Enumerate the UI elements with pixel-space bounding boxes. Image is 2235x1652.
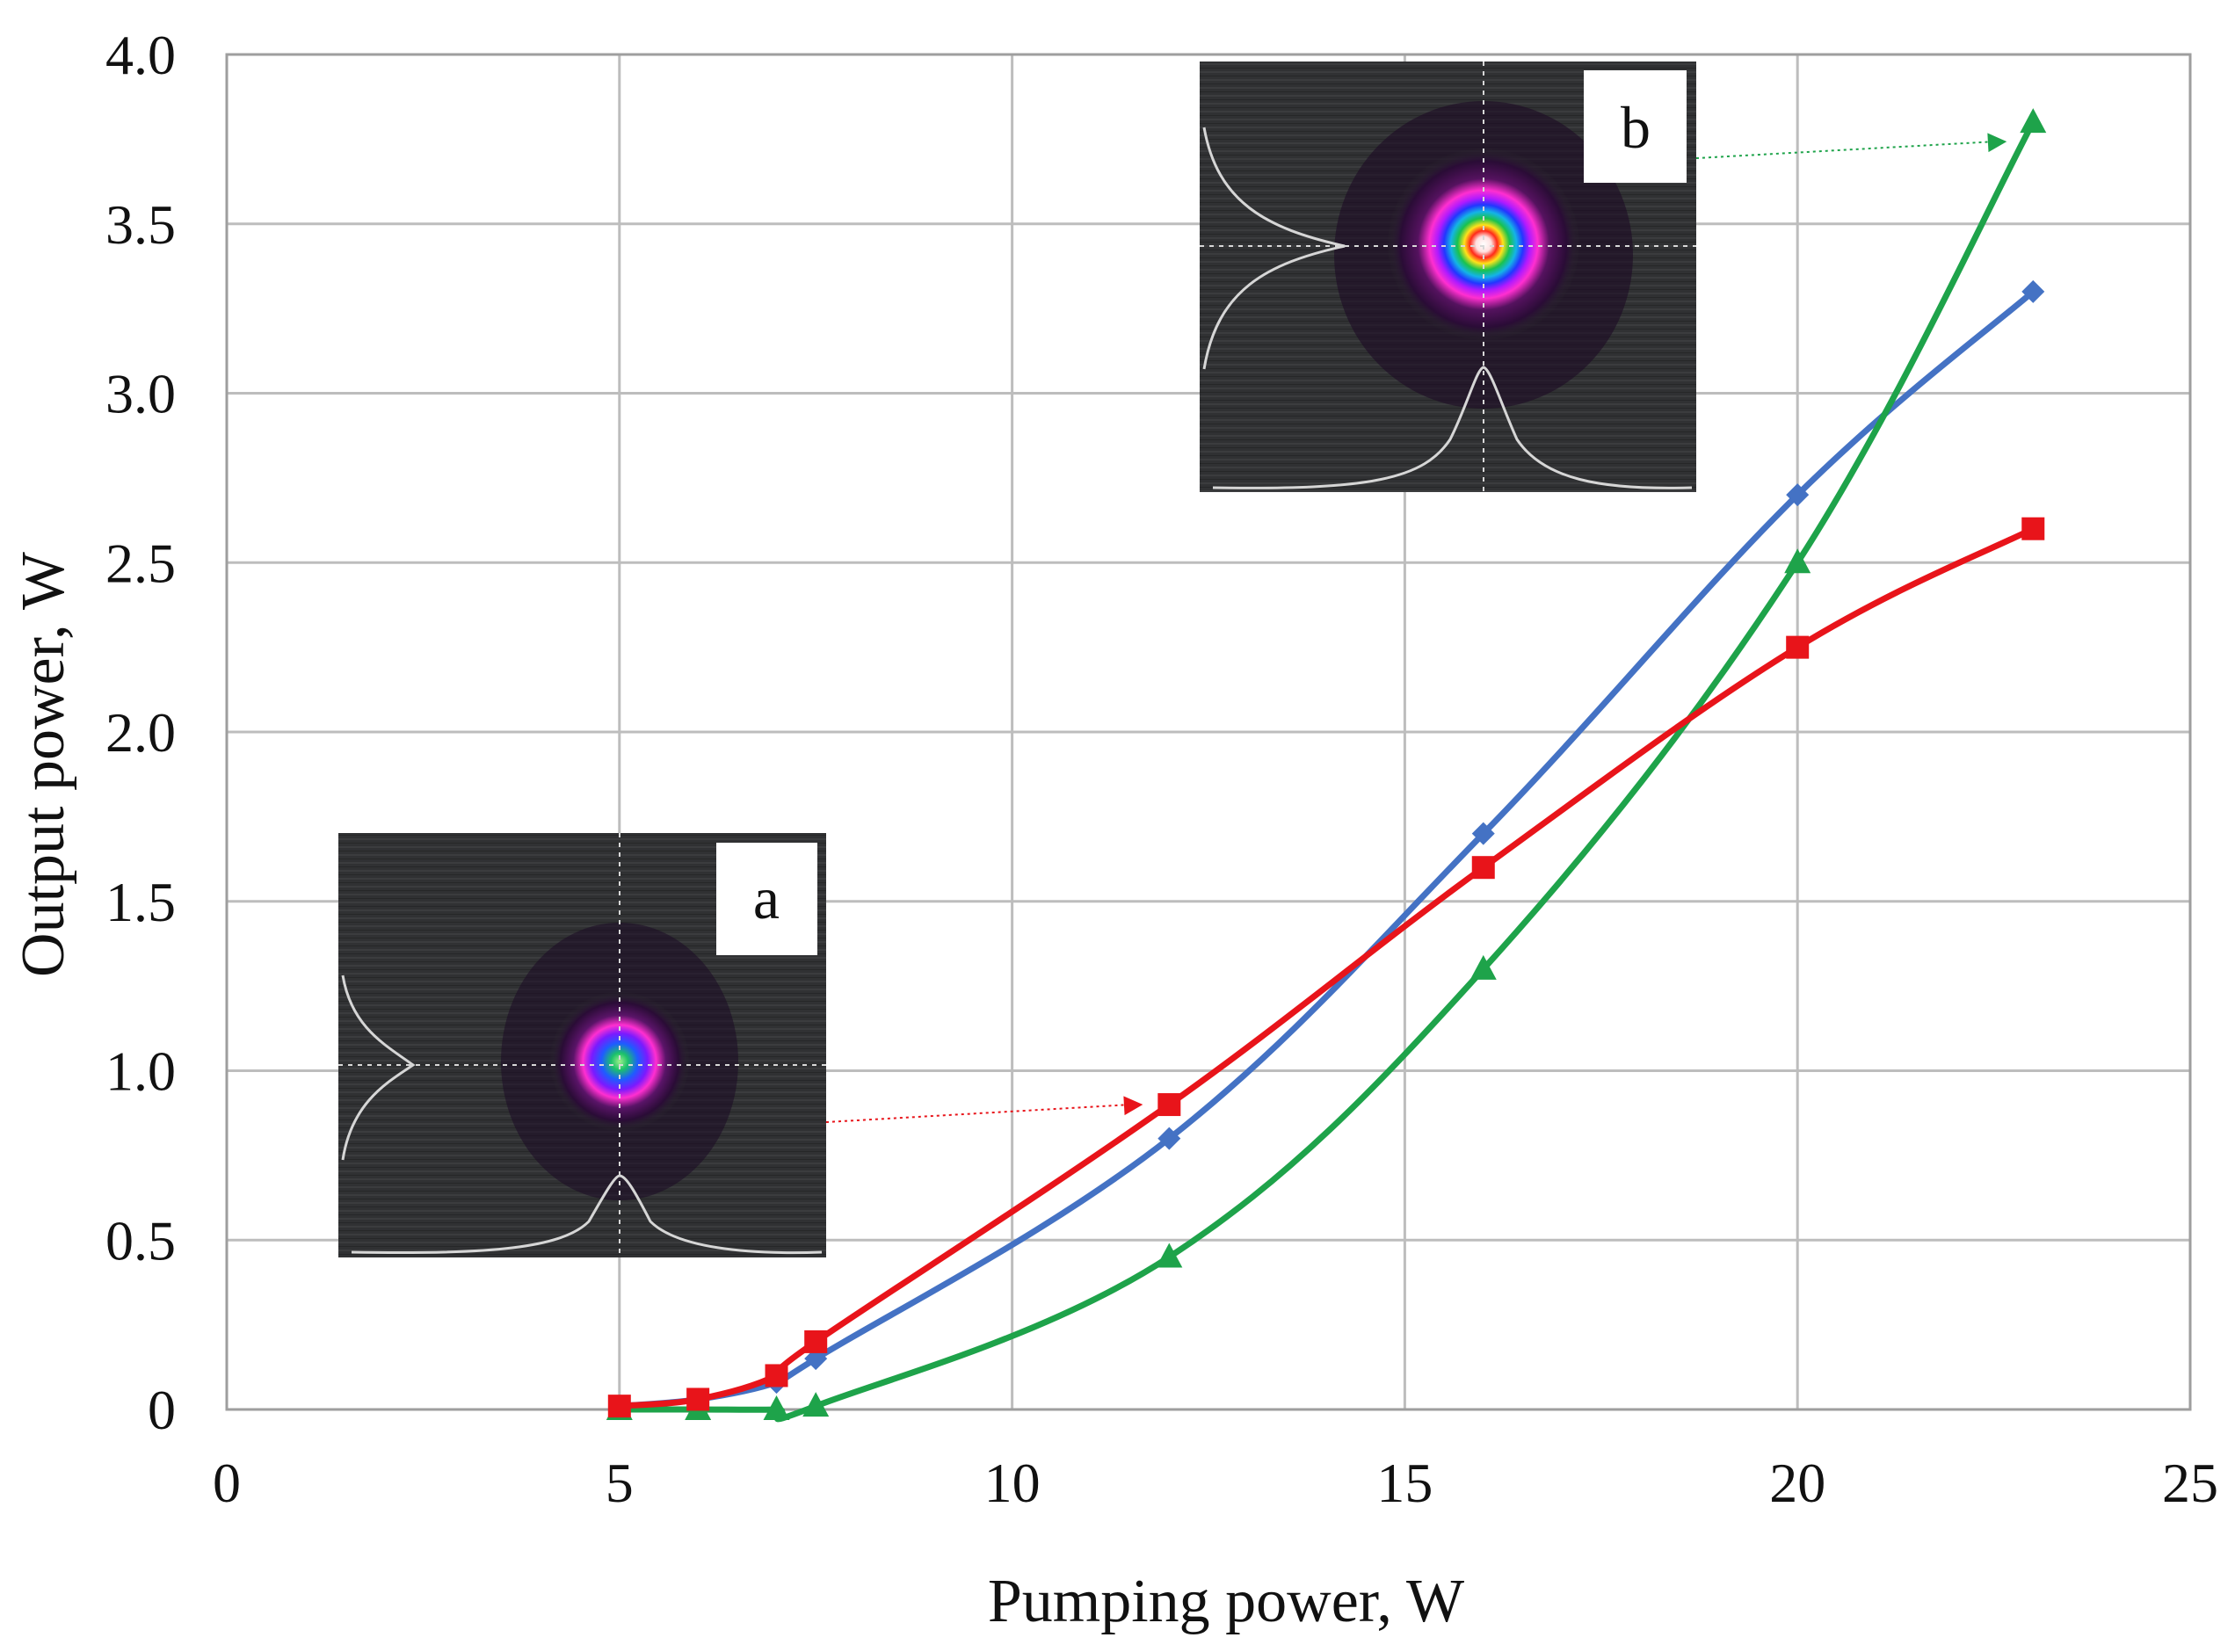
series-2-point-4 — [1156, 1243, 1183, 1268]
inset-b-horizontal-profile — [1212, 366, 1693, 489]
inset-b-vertical-profile — [1202, 127, 1346, 370]
inset-a-horizontal-profile — [351, 1174, 823, 1255]
series-0-point-7 — [2021, 279, 2045, 303]
x-tick-label: 15 — [1376, 1452, 1433, 1514]
x-tick-label: 0 — [213, 1452, 241, 1514]
plot-area-frame — [225, 53, 2192, 1411]
inset-callouts — [825, 133, 2007, 1123]
series-0-point-4 — [1157, 1127, 1181, 1150]
inset-a-tag-box — [716, 843, 817, 955]
x-axis-title: Pumping power, W — [988, 1568, 1464, 1635]
y-axis-title: Output power, W — [10, 552, 77, 977]
series-2-point-7 — [2020, 108, 2047, 134]
y-tick-label: 1.0 — [105, 1040, 176, 1103]
inset-a-beam-image: a — [338, 833, 826, 1257]
series-1 — [607, 517, 2045, 1418]
series-0-point-6 — [1786, 483, 1810, 507]
inset-a-callout-arrowhead — [1123, 1096, 1143, 1116]
series-1-point-1 — [686, 1388, 710, 1411]
series-1-point-2 — [765, 1364, 788, 1388]
inset-b-callout-line — [1695, 141, 1995, 159]
series-1-point-7 — [2021, 517, 2045, 540]
x-tick-label: 5 — [606, 1452, 634, 1514]
y-tick-label: 2.0 — [105, 701, 176, 764]
y-tick-label: 1.5 — [105, 871, 176, 933]
series-1-point-3 — [804, 1330, 828, 1353]
series-1-point-4 — [1157, 1093, 1181, 1117]
series-2-point-2 — [763, 1395, 790, 1420]
tick-labels: 0 5 10 15 20 25 0 0.5 1.0 1.5 2.0 2.5 3.0 3.5 4.0 — [105, 24, 2218, 1514]
series-0-point-5 — [1471, 822, 1495, 845]
y-tick-label: 3.0 — [105, 363, 176, 425]
x-tick-label: 20 — [1769, 1452, 1825, 1514]
inset-b-tag-box — [1584, 70, 1687, 183]
inset-a-callout-line — [825, 1104, 1131, 1123]
inset-a-beam-spot — [549, 991, 690, 1132]
y-tick-label: 2.5 — [105, 532, 176, 594]
series-1-line — [616, 525, 2036, 1409]
inset-b-beam-image: b — [1200, 62, 1696, 492]
y-tick-label: 0 — [148, 1379, 176, 1441]
inset-b-callout-arrowhead — [1987, 133, 2007, 153]
x-tick-label: 10 — [984, 1452, 1041, 1514]
inset-b-beam-spot — [1387, 148, 1580, 341]
plot-area-border — [225, 53, 2192, 1411]
y-tick-label: 0.5 — [105, 1209, 176, 1272]
x-tick-label: 25 — [2162, 1452, 2218, 1514]
series-1-point-6 — [1786, 635, 1810, 659]
y-tick-label: 3.5 — [105, 193, 176, 256]
y-tick-label: 4.0 — [105, 24, 176, 86]
series-1-point-5 — [1471, 856, 1495, 880]
series-2-point-3 — [802, 1392, 830, 1417]
series-2-point-6 — [1784, 548, 1811, 574]
series-1-point-0 — [607, 1395, 631, 1418]
series-2-point-5 — [1469, 954, 1497, 980]
inset-a-tag: a — [753, 865, 780, 931]
series-layer — [606, 108, 2047, 1423]
inset-b-tag: b — [1621, 94, 1651, 161]
inset-a-vertical-profile — [341, 975, 416, 1161]
